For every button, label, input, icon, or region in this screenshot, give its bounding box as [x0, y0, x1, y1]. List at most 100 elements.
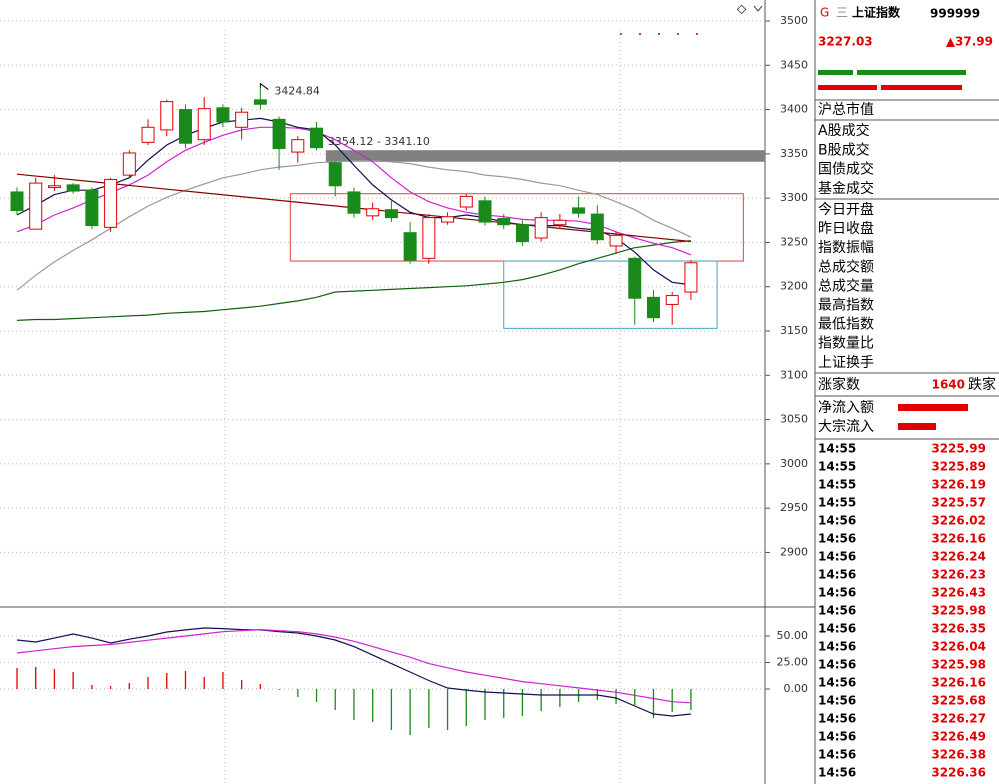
panel-label: 昨日收盘	[818, 220, 874, 237]
candle-body	[47, 185, 61, 189]
y-tick-label: 3300	[780, 191, 808, 204]
candle-body	[160, 101, 174, 131]
candle-body	[684, 262, 698, 293]
tick-price: 3226.38	[931, 748, 986, 762]
tick-price: 3226.27	[931, 712, 986, 726]
panel-code: 999999	[930, 7, 980, 21]
panel-label: 上证换手	[818, 354, 874, 371]
y-tick-label: 25.00	[777, 655, 809, 668]
tick-time: 14:56	[818, 676, 856, 690]
line	[16, 628, 691, 704]
panel-price: 3227.03	[818, 35, 873, 49]
tick-price: 3226.35	[931, 622, 986, 636]
candle-body	[384, 209, 398, 219]
tick-price: 3225.57	[931, 496, 986, 510]
panel-mark: G	[820, 6, 829, 20]
tick-time: 14:55	[818, 442, 856, 456]
tick-price: 3226.16	[931, 532, 986, 546]
line	[16, 240, 691, 321]
dots	[620, 33, 698, 35]
panel-label: 指数量比	[818, 336, 874, 352]
tick-time: 14:56	[818, 550, 856, 564]
high-pointer	[259, 82, 269, 90]
tick-price: 3226.43	[931, 586, 986, 600]
tick-price: 3226.16	[931, 676, 986, 690]
candle-body	[590, 213, 604, 241]
icon[interactable]	[753, 5, 763, 12]
gap-band	[325, 150, 765, 162]
tick-price: 3226.02	[931, 514, 986, 528]
candle-body	[459, 195, 473, 208]
tick-time: 14:56	[818, 658, 856, 672]
tick-time: 14:56	[818, 604, 856, 618]
candle-body	[366, 208, 380, 217]
tick-price: 3225.68	[931, 694, 986, 708]
candle-body	[441, 216, 455, 223]
panel-decor: 三	[815, 6, 999, 440]
y-tick-label: 3200	[780, 280, 808, 293]
candle-body	[66, 184, 80, 192]
advance: 1640	[932, 378, 965, 392]
tick-price: 3226.23	[931, 568, 986, 582]
decline-label: 跌家	[968, 376, 996, 393]
candle-body	[29, 182, 43, 230]
candle-body	[85, 189, 99, 227]
candle-body	[178, 109, 192, 144]
tick-time: 14:56	[818, 766, 856, 780]
y-tick-label: 3350	[780, 147, 808, 160]
svg-text:三: 三	[836, 6, 848, 20]
y-tick-label: 3250	[780, 235, 808, 248]
tick-time: 14:56	[818, 748, 856, 762]
tick-time: 14:56	[818, 694, 856, 708]
icon[interactable]: ◇	[737, 2, 747, 16]
line	[16, 117, 691, 286]
tick-time: 14:55	[818, 460, 856, 474]
tick-price: 3225.99	[931, 442, 986, 456]
y-tick-label: 2950	[780, 501, 808, 514]
y-tick-label: 3500	[780, 14, 808, 27]
candle-body	[141, 126, 155, 143]
candle-body	[628, 257, 642, 299]
panel-label: 总成交额	[818, 258, 874, 275]
high-label: 3424.84	[274, 85, 320, 98]
candle-body	[665, 295, 679, 305]
candle-body	[253, 99, 267, 105]
y-tick-label: 3100	[780, 368, 808, 381]
panel-label: 沪总市值	[818, 101, 874, 118]
advance-label: 涨家数	[818, 376, 860, 393]
candle-body	[235, 111, 249, 128]
candle-body	[197, 108, 211, 141]
candle-body	[497, 218, 511, 226]
panel-name: 上证指数	[852, 5, 901, 20]
tick-time: 14:56	[818, 514, 856, 528]
y-tick-label: 3050	[780, 413, 808, 426]
y-tick-label: 3000	[780, 457, 808, 470]
tick-time: 14:56	[818, 712, 856, 726]
candle-body	[104, 179, 118, 228]
candle-body	[272, 118, 286, 150]
panel-label: 最高指数	[818, 297, 874, 314]
candle-body	[122, 152, 136, 176]
tick-price: 3225.98	[931, 604, 986, 618]
candle-body	[347, 191, 361, 214]
y-tick-label: 50.00	[777, 629, 809, 642]
panel-label: B股成交	[818, 141, 870, 158]
tick-price: 3226.24	[931, 550, 986, 564]
panel-label: 总成交量	[818, 277, 874, 294]
candle-body	[10, 191, 24, 212]
tick-time: 14:55	[818, 496, 856, 510]
tick-time: 14:55	[818, 478, 856, 492]
tick-time: 14:56	[818, 730, 856, 744]
tick-time: 14:56	[818, 640, 856, 654]
candle-body	[310, 127, 324, 149]
panel-label: 基金成交	[818, 180, 874, 197]
candle-body	[609, 234, 623, 247]
tick-price: 3225.89	[931, 460, 986, 474]
candle-body	[291, 139, 305, 153]
y-tick-label: 2900	[780, 545, 808, 558]
panel-label: 最低指数	[818, 317, 874, 333]
candle-body	[403, 232, 417, 261]
y-tick-label: 3150	[780, 324, 808, 337]
zone-box	[503, 260, 718, 329]
tick-time: 14:56	[818, 586, 856, 600]
